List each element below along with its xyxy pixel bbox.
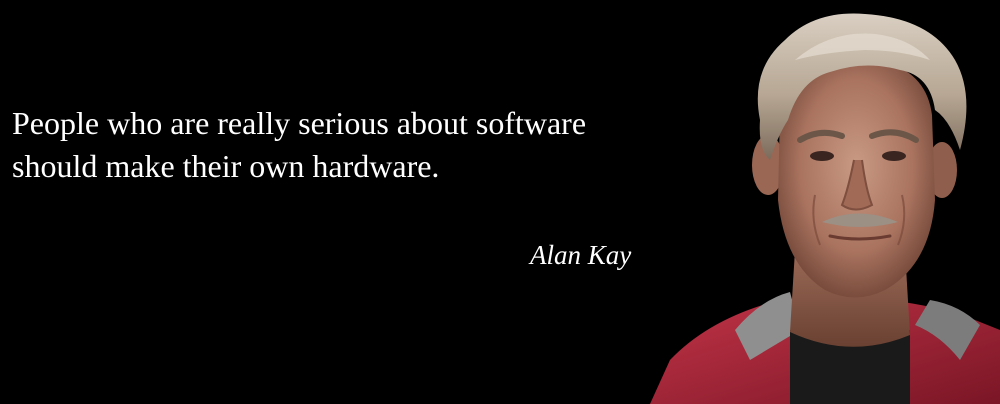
left-eye-shape	[810, 151, 834, 161]
hood-lining-shape	[735, 292, 800, 360]
quote-line-1: People who are really serious about soft…	[12, 105, 587, 141]
right-eyebrow-shape	[869, 129, 919, 143]
mustache-shape	[822, 213, 898, 227]
quote-text: People who are really serious about soft…	[12, 102, 586, 188]
nose-shape	[840, 159, 874, 211]
right-ear-shape	[927, 142, 957, 198]
left-cheek-line-shape	[812, 194, 821, 246]
right-eye-shape	[882, 151, 906, 161]
undershirt-shape	[790, 330, 910, 404]
mouth-shape	[828, 234, 892, 241]
hood-lining-right-shape	[915, 300, 980, 360]
left-ear-shape	[752, 135, 784, 195]
left-eyebrow-shape	[797, 129, 845, 143]
quote-line-2: should make their own hardware.	[12, 148, 440, 184]
portrait-photo	[650, 13, 1000, 404]
quote-author: Alan Kay	[530, 240, 632, 270]
right-cheek-line-shape	[897, 194, 906, 246]
hair-highlight-shape	[795, 33, 930, 60]
